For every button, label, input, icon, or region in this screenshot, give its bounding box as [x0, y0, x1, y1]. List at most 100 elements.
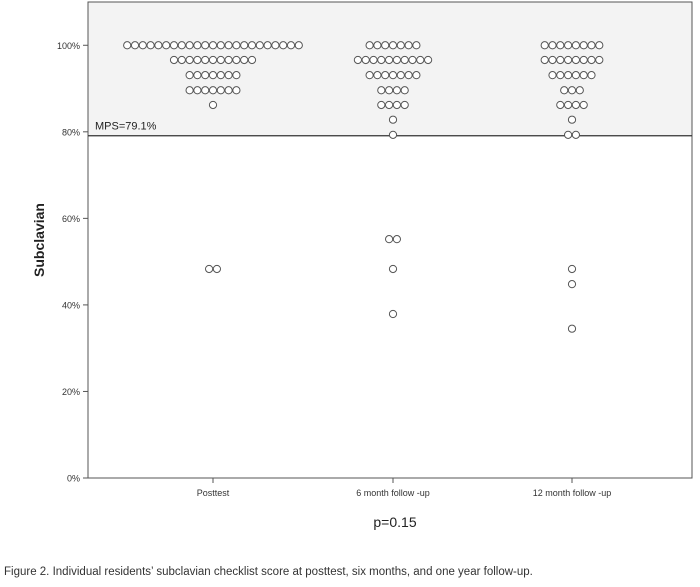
x-tick-label: 6 month follow -up — [356, 488, 430, 498]
data-point — [400, 55, 409, 65]
data-point — [162, 41, 171, 50]
data-point — [373, 71, 382, 80]
data-point — [369, 55, 378, 65]
data-point — [294, 41, 303, 50]
data-point — [377, 55, 386, 65]
data-point — [177, 55, 186, 65]
data-point — [193, 86, 202, 95]
data-point — [388, 41, 398, 50]
data-point — [567, 86, 577, 95]
data-point — [185, 71, 194, 80]
data-point — [216, 86, 225, 95]
data-point — [224, 71, 233, 80]
y-tick-label: 60% — [62, 214, 80, 224]
data-point — [208, 86, 218, 95]
data-point — [185, 41, 194, 50]
data-point — [286, 41, 296, 50]
data-point — [208, 55, 218, 65]
y-tick-label: 100% — [57, 41, 80, 51]
data-point — [216, 71, 225, 80]
data-point — [424, 55, 433, 65]
data-point — [361, 55, 370, 65]
mps-label: MPS=79.1% — [95, 121, 157, 133]
data-point — [271, 41, 280, 50]
data-point — [255, 41, 264, 50]
data-point — [564, 130, 573, 139]
data-point — [169, 55, 179, 65]
y-tick-label: 20% — [62, 387, 80, 397]
data-point — [385, 235, 394, 244]
data-point — [564, 55, 573, 65]
data-point — [388, 115, 398, 124]
data-point — [416, 55, 425, 65]
figure-caption: Figure 2. Individual residents’ subclavi… — [4, 566, 533, 578]
data-point — [123, 41, 132, 50]
data-point — [232, 86, 241, 95]
data-point — [579, 100, 588, 110]
data-point — [240, 55, 249, 65]
data-point — [396, 71, 405, 80]
data-point — [392, 86, 401, 95]
y-tick-label: 40% — [62, 300, 80, 310]
data-point — [556, 41, 565, 50]
data-point — [193, 71, 202, 80]
data-point — [567, 280, 577, 289]
data-point — [247, 55, 257, 65]
data-point — [556, 100, 565, 110]
data-point — [567, 115, 577, 124]
data-point — [377, 86, 386, 95]
data-point — [377, 100, 386, 110]
data-point — [216, 55, 225, 65]
data-point — [587, 55, 596, 65]
data-point — [388, 264, 398, 274]
data-point — [193, 41, 202, 50]
data-point — [232, 41, 241, 50]
data-point — [404, 71, 413, 80]
data-point — [595, 55, 604, 65]
y-tick-label: 80% — [62, 127, 80, 137]
data-point — [388, 71, 398, 80]
data-point — [392, 100, 401, 110]
data-point — [240, 41, 249, 50]
data-point — [201, 55, 210, 65]
data-point — [571, 130, 581, 139]
data-point — [548, 71, 557, 80]
data-point — [201, 71, 210, 80]
data-point — [412, 71, 421, 80]
data-point — [205, 264, 214, 274]
data-point — [208, 100, 218, 110]
data-point — [564, 100, 573, 110]
data-point — [408, 55, 417, 65]
data-point — [208, 71, 218, 80]
data-point — [169, 41, 179, 50]
data-point — [595, 41, 604, 50]
data-point — [185, 55, 194, 65]
y-axis-label: Subclavian — [31, 203, 47, 277]
data-point — [365, 71, 374, 80]
data-point — [353, 55, 362, 65]
data-point — [130, 41, 140, 50]
data-point — [579, 71, 588, 80]
data-point — [263, 41, 272, 50]
data-point — [587, 71, 596, 80]
data-point — [540, 41, 549, 50]
x-tick-label: Posttest — [197, 488, 230, 498]
data-point — [579, 55, 588, 65]
dots-layer — [123, 41, 604, 333]
data-point — [154, 41, 163, 50]
data-point — [224, 55, 233, 65]
data-point — [571, 41, 581, 50]
data-point — [185, 86, 194, 95]
data-point — [548, 41, 557, 50]
data-point — [212, 264, 221, 274]
data-point — [279, 41, 288, 50]
data-point — [146, 41, 155, 50]
data-point — [138, 41, 147, 50]
data-point — [385, 55, 394, 65]
y-tick-label: 0% — [67, 474, 80, 484]
data-point — [564, 41, 573, 50]
data-point — [567, 264, 577, 274]
data-point — [587, 41, 596, 50]
data-point — [232, 55, 241, 65]
data-point — [388, 130, 398, 139]
